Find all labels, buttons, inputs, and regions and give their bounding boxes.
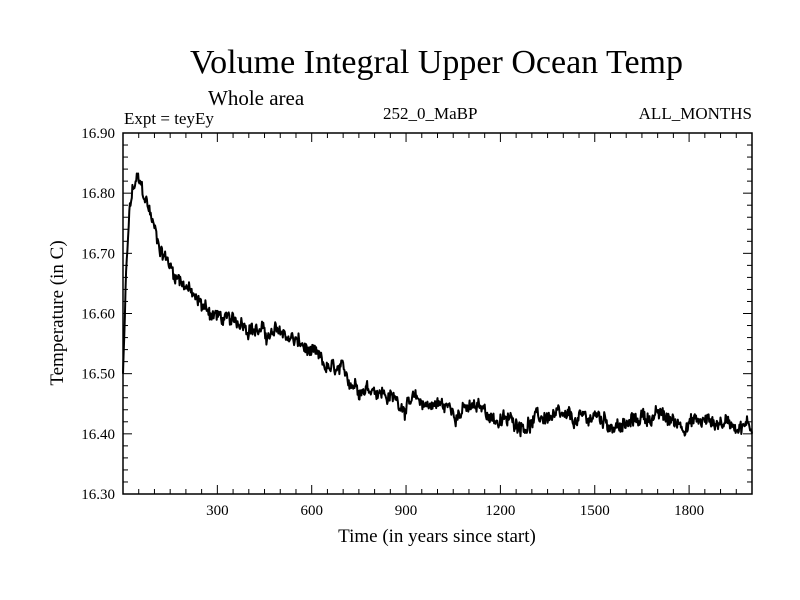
y-tick-label: 16.90: [81, 126, 115, 142]
run-id-label: 252_0_MaBP: [383, 104, 478, 123]
plot-frame: [122, 132, 753, 495]
y-tick-label: 16.70: [81, 246, 115, 262]
tick-labels: 300 600 900 1200 1500 1800 16.30 16.40 16.50 16.6…: [81, 126, 704, 519]
x-tick-label: 900: [395, 503, 418, 519]
x-tick-label: 600: [300, 503, 323, 519]
experiment-label: Expt = teyEy: [124, 109, 214, 128]
x-tick-label: 1200: [485, 503, 515, 519]
y-tick-label: 16.30: [81, 487, 115, 503]
x-axis-label: Time (in years since start): [338, 526, 536, 547]
y-axis-label: Temperature (in C): [47, 240, 68, 385]
x-tick-label: 1500: [580, 503, 610, 519]
chart-title: Volume Integral Upper Ocean Temp: [190, 44, 683, 81]
y-tick-label: 16.60: [81, 307, 115, 323]
y-tick-label: 16.40: [81, 427, 115, 443]
x-tick-label: 300: [206, 503, 229, 519]
y-tick-label: 16.50: [81, 367, 115, 383]
x-tick-label: 1800: [674, 503, 704, 519]
series-line: [122, 172, 753, 438]
chart-subtitle: Whole area: [208, 86, 305, 110]
months-label: ALL_MONTHS: [638, 104, 752, 123]
y-tick-label: 16.80: [81, 186, 115, 202]
